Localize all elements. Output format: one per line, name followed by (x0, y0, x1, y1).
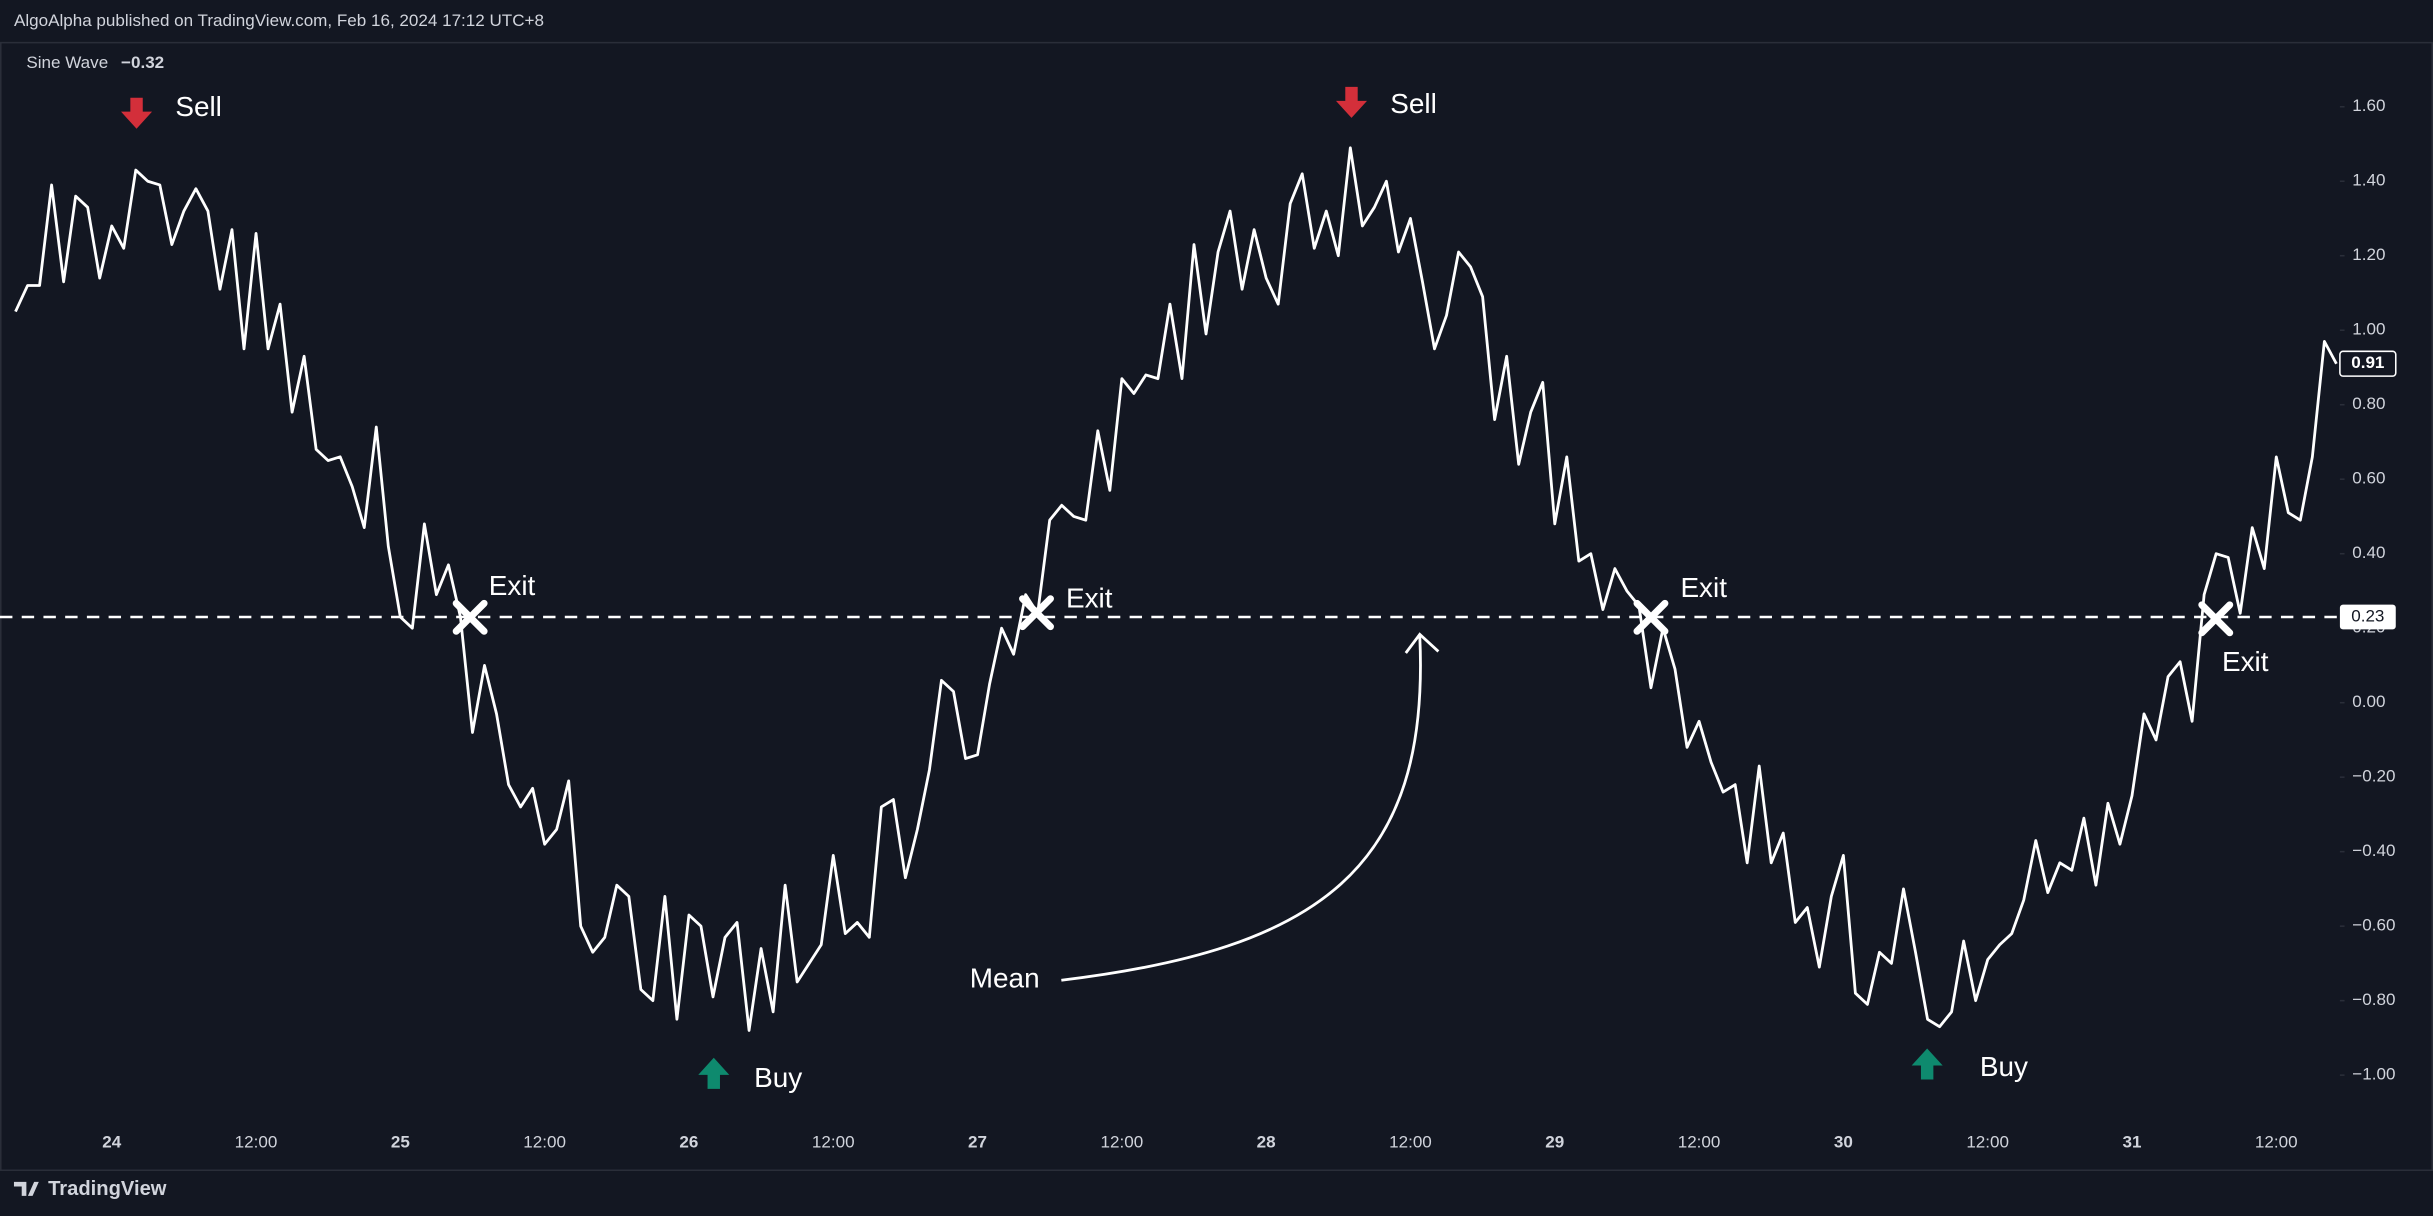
annotation-label: Buy (754, 1062, 802, 1093)
y-tick-label: −0.40 (2352, 841, 2395, 860)
annotation-label: Sell (1390, 88, 1437, 119)
footer-logo: TradingView (13, 1178, 167, 1200)
x-tick-label: 12:00 (235, 1133, 278, 1152)
exit-marker (1633, 599, 1669, 635)
y-tick-label: 0.60 (2352, 469, 2385, 488)
x-tick-label: 25 (391, 1133, 410, 1152)
y-tick-label: 1.60 (2352, 96, 2385, 115)
footer-brand: TradingView (48, 1178, 167, 1200)
annotation-label: Exit (1680, 572, 1727, 603)
annotation-label: Buy (1980, 1051, 2028, 1082)
y-tick-label: −0.60 (2352, 916, 2395, 935)
x-tick-label: 24 (102, 1133, 121, 1152)
annotation-label: Exit (2222, 646, 2269, 677)
y-tick-label: −0.20 (2352, 767, 2395, 786)
sell-arrow (1335, 86, 1368, 118)
annotation-label: Exit (489, 570, 536, 601)
y-tick-label: 0.80 (2352, 394, 2385, 413)
indicator-value: −0.32 (121, 53, 164, 72)
mean-price-label: 0.23 (2351, 607, 2384, 626)
annotation-label: Exit (1066, 583, 1113, 614)
annotation-label: Mean (970, 963, 1040, 994)
y-tick-label: −1.00 (2352, 1065, 2395, 1084)
mean-arrow (1061, 635, 1422, 982)
y-tick-label: 1.40 (2352, 171, 2385, 190)
last-price-label: 0.91 (2351, 353, 2384, 372)
series-line (14, 146, 2338, 1032)
x-tick-label: 30 (1834, 1133, 1853, 1152)
publisher-header: AlgoAlpha published on TradingView.com, … (14, 11, 544, 30)
y-tick-label: 0.00 (2352, 692, 2385, 711)
last-price-box (2339, 350, 2397, 377)
exit-marker (452, 599, 488, 635)
x-tick-label: 12:00 (1678, 1133, 1721, 1152)
sell-arrow (121, 97, 153, 129)
buy-arrow (698, 1057, 730, 1089)
x-tick-label: 29 (1545, 1133, 1564, 1152)
mean-price-box (2339, 604, 2396, 630)
y-tick-label: 1.20 (2352, 245, 2385, 264)
indicator-name: Sine Wave (26, 53, 108, 72)
buy-arrow (1911, 1048, 1943, 1080)
x-tick-label: 27 (968, 1133, 987, 1152)
y-tick-label: 0.40 (2352, 543, 2385, 562)
x-tick-label: 31 (2122, 1133, 2141, 1152)
x-tick-label: 26 (679, 1133, 698, 1152)
logo-icon (13, 1181, 39, 1196)
x-tick-label: 12:00 (812, 1133, 855, 1152)
annotation-label: Sell (175, 91, 222, 122)
x-tick-label: 12:00 (1101, 1133, 1144, 1152)
x-tick-label: 28 (1257, 1133, 1276, 1152)
exit-marker (1019, 595, 1054, 631)
x-tick-label: 12:00 (1966, 1133, 2009, 1152)
exit-marker (2198, 601, 2234, 637)
chart-border (0, 41, 2433, 1172)
x-tick-label: 12:00 (523, 1133, 566, 1152)
mean-arrow-head (1404, 632, 1440, 654)
y-tick-label: −0.80 (2352, 990, 2395, 1009)
x-tick-label: 12:00 (2255, 1133, 2298, 1152)
x-tick-label: 12:00 (1389, 1133, 1432, 1152)
y-tick-label: 1.00 (2352, 320, 2385, 339)
